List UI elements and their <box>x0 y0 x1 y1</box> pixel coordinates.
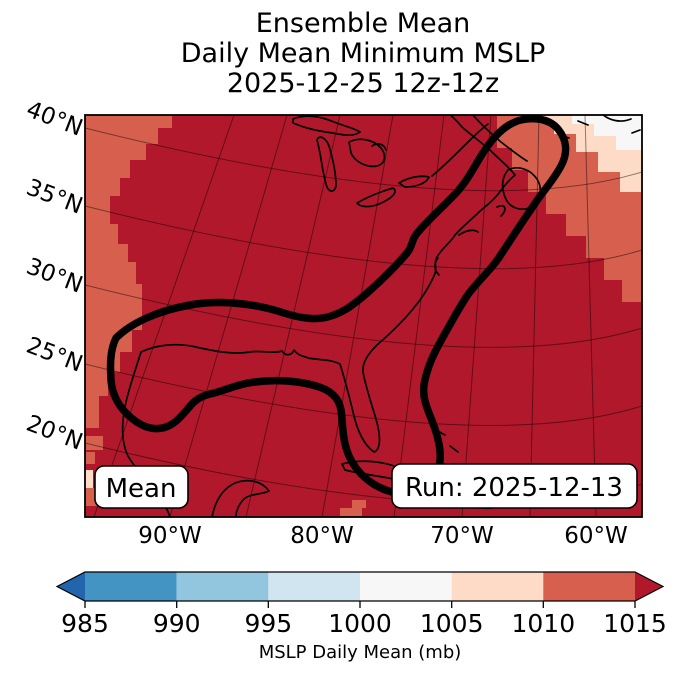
colorbar-seg-1000-1005 <box>360 572 452 601</box>
lat-label-40n: 40°N <box>23 97 86 142</box>
graticule-parallels <box>85 127 642 505</box>
colorbar-arrow-high <box>635 572 663 601</box>
lon-axis: 90°W 80°W 70°W 60°W <box>138 523 628 549</box>
colorbar-axis-label: MSLP Daily Mean (mb) <box>259 642 462 663</box>
gridline-70w <box>461 115 492 517</box>
colorbar-arrow-low <box>57 572 85 601</box>
colorbar-seg-1005-1010 <box>451 572 544 601</box>
map-layers <box>85 115 642 517</box>
cb-label-1015: 1015 <box>603 609 667 638</box>
islands-bahamas <box>435 429 485 487</box>
run-badge-label: Run: 2025-12-13 <box>405 473 623 503</box>
gridline-95w <box>93 115 235 517</box>
lake-ontario <box>398 175 430 188</box>
map-panel: 40°N 35°N 30°N 25°N 20°N 90°W 80°W 70°W … <box>23 97 643 549</box>
river-st-lawrence-upper <box>431 123 489 177</box>
lon-label-80w: 80°W <box>290 523 354 549</box>
lat-label-35n: 35°N <box>23 175 86 220</box>
coast-chesapeake <box>434 257 440 276</box>
colorbar: 985 990 995 1000 1005 1010 1015 MSLP Dai… <box>55 571 667 663</box>
stat-badge-box <box>94 465 189 509</box>
cb-label-990: 990 <box>153 609 201 638</box>
colorbar-seg-995-1000 <box>268 572 360 601</box>
gridline-60w <box>584 115 597 517</box>
lake-huron <box>348 138 386 168</box>
field-west-patch-2 <box>85 452 95 464</box>
cb-label-1005: 1005 <box>420 609 484 638</box>
map-frame <box>84 114 643 518</box>
colorbar-tick-labels: 985 990 995 1000 1005 1010 1015 <box>61 609 667 638</box>
coast-st-lawrence <box>471 115 528 162</box>
cb-label-995: 995 <box>244 609 292 638</box>
lake-michigan <box>316 136 337 192</box>
lake-erie <box>356 187 396 208</box>
run-badge-box <box>391 463 638 509</box>
cb-label-1000: 1000 <box>328 609 392 638</box>
stat-badge-label: Mean <box>106 474 177 504</box>
gridline-40n <box>85 127 642 192</box>
colorbar-seg-990-995 <box>176 572 269 601</box>
title-line-3: 2025-12-25 12z-12z <box>227 68 499 99</box>
lon-label-60w: 60°W <box>564 523 628 549</box>
lat-axis: 40°N 35°N 30°N 25°N 20°N <box>23 97 86 456</box>
coast-long-island <box>458 229 479 236</box>
gridline-35n <box>85 205 642 270</box>
field-bottom-patch-1010-1015 <box>340 500 366 517</box>
lake-superior <box>292 115 361 137</box>
cb-label-1010: 1010 <box>511 609 575 638</box>
lon-label-70w: 70°W <box>430 523 494 549</box>
run-badge: Run: 2025-12-13 <box>391 463 638 509</box>
highlight-contour <box>106 115 570 498</box>
gridline-75w <box>393 115 445 517</box>
lon-label-90w: 90°W <box>138 523 202 549</box>
cb-label-985: 985 <box>61 609 109 638</box>
lat-label-25n: 25°N <box>23 333 86 378</box>
colorbar-seg-1010-1015 <box>543 572 635 601</box>
colorbar-seg-985-990 <box>85 572 177 601</box>
field-west-patch-1005-1010 <box>85 470 93 488</box>
title-line-2: Daily Mean Minimum MSLP <box>181 38 546 69</box>
lat-label-20n: 20°N <box>23 411 86 456</box>
chart-title: Ensemble Mean Daily Mean Minimum MSLP 20… <box>181 8 546 99</box>
gridline-90w <box>169 115 288 517</box>
gridline-80w <box>321 115 394 517</box>
field-west-band-1010-1015 <box>85 115 172 428</box>
gridline-25n <box>85 363 642 426</box>
lat-label-30n: 30°N <box>23 254 86 299</box>
colorbar-ticks <box>84 601 636 608</box>
field-ne-corner-1000-1005 <box>572 115 642 150</box>
coast-yucatan <box>211 479 270 517</box>
gridline-65w <box>529 115 540 517</box>
coast-gulf-atlantic <box>121 115 516 517</box>
graticule-meridians <box>93 115 597 517</box>
coast-cape-cod <box>496 204 506 217</box>
title-line-1: Ensemble Mean <box>256 8 471 39</box>
stat-badge: Mean <box>94 465 189 509</box>
field-west-patch-1 <box>85 436 103 450</box>
lake-georgian-bay <box>371 143 387 151</box>
